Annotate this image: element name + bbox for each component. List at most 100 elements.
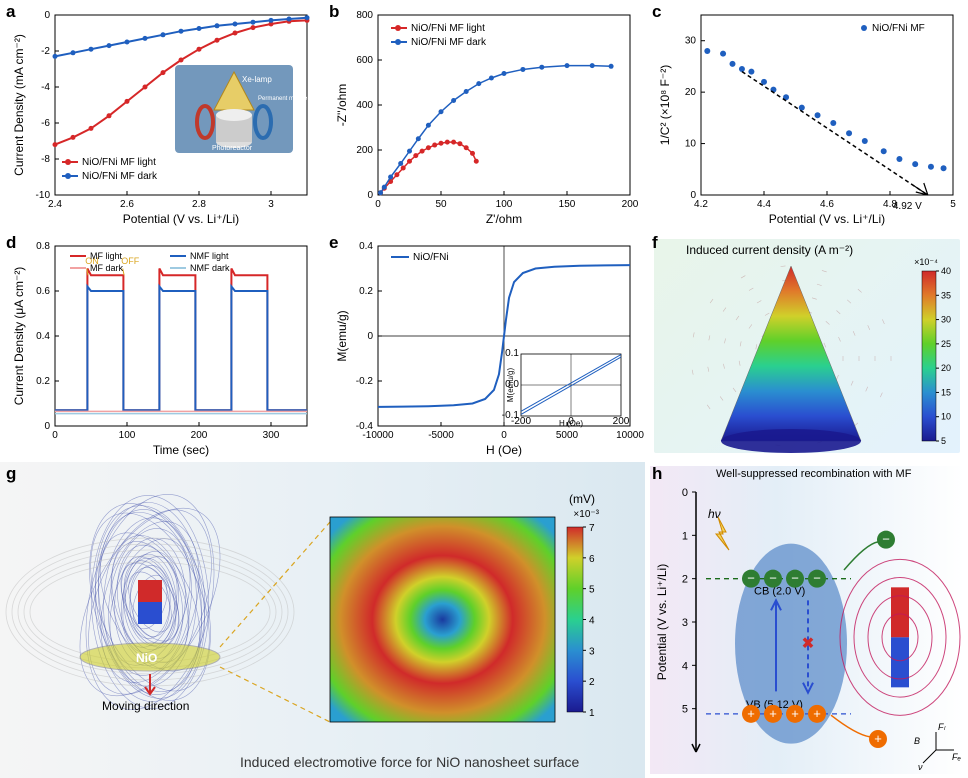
svg-text:0: 0 [501,430,507,441]
svg-text:✖: ✖ [801,636,814,653]
svg-text:4.6: 4.6 [820,199,834,210]
panel-g-graphic: NiOMoving direction(mV)×10⁻³1234567 [0,462,644,778]
svg-text:(mV): (mV) [569,492,595,506]
panel-b-chart: 0501001502000200400600800Z'/ohm-Z''/ohmN… [323,0,645,230]
svg-text:30: 30 [685,36,697,47]
svg-text:0.2: 0.2 [359,286,373,297]
svg-text:-0.1: -0.1 [502,410,520,421]
svg-text:200: 200 [622,199,639,210]
svg-text:1/C² (×10⁸ F⁻²): 1/C² (×10⁸ F⁻²) [658,65,672,145]
panel-g-label: g [6,464,16,484]
svg-text:40: 40 [941,266,951,276]
panel-e-label: e [329,233,338,253]
svg-text:0: 0 [367,190,373,201]
svg-text:0.2: 0.2 [36,376,50,387]
panel-a-label: a [6,2,15,22]
svg-text:H (Oe): H (Oe) [486,443,522,457]
svg-text:0.6: 0.6 [36,286,50,297]
panel-a-chart: 2.42.62.83-10-8-6-4-20Potential (V vs. L… [0,0,322,230]
svg-text:-4: -4 [41,82,50,93]
panel-h-graphic: 012345Potential (V vs. Li⁺/Li)CB (2.0 V)… [646,462,968,778]
svg-text:1: 1 [682,530,688,542]
svg-text:+: + [769,706,777,721]
svg-text:NiO/FNi MF light: NiO/FNi MF light [411,23,485,34]
svg-text:−: − [813,571,821,586]
panel-b-label: b [329,2,339,22]
svg-text:4.2: 4.2 [694,199,708,210]
panel-d: d 010020030000.20.40.60.8Time (sec)Curre… [0,231,322,461]
svg-text:5000: 5000 [556,430,579,441]
svg-text:Potential (V vs. Li⁺/Li): Potential (V vs. Li⁺/Li) [655,564,669,680]
svg-text:+: + [747,706,755,721]
svg-text:2: 2 [682,574,688,586]
svg-text:0: 0 [52,430,58,441]
svg-text:-2: -2 [41,46,50,57]
svg-text:100: 100 [119,430,136,441]
svg-text:0: 0 [44,421,50,432]
svg-text:2.6: 2.6 [120,199,134,210]
svg-text:0.1: 0.1 [505,348,519,359]
svg-text:400: 400 [356,100,373,111]
svg-text:NiO/FNi MF light: NiO/FNi MF light [82,157,156,168]
svg-text:0: 0 [44,10,50,21]
svg-text:2.4: 2.4 [48,199,62,210]
svg-text:0: 0 [682,487,688,499]
svg-text:CB (2.0 V): CB (2.0 V) [754,586,805,598]
svg-text:20: 20 [941,363,951,373]
panel-c-chart: 4.24.44.64.850102030Potential (V vs. Li⁺… [646,0,968,230]
svg-text:−: − [791,571,799,586]
panel-f-label: f [652,233,658,253]
svg-text:-0.4: -0.4 [356,421,374,432]
svg-text:NMF light: NMF light [190,251,229,261]
panel-c: c 4.24.44.64.850102030Potential (V vs. L… [646,0,968,230]
svg-text:100: 100 [496,199,513,210]
svg-text:200: 200 [613,416,630,427]
svg-text:0: 0 [568,416,574,427]
svg-text:150: 150 [559,199,576,210]
svg-text:4.92 V: 4.92 V [893,201,922,212]
svg-text:0.4: 0.4 [359,241,373,252]
svg-text:200: 200 [191,430,208,441]
svg-text:0: 0 [367,331,373,342]
svg-text:B: B [914,736,920,746]
svg-text:600: 600 [356,55,373,66]
panel-h: h Well-suppressed recombination with MF … [646,462,968,778]
svg-text:+: + [813,706,821,721]
svg-text:7: 7 [589,523,595,534]
panel-d-chart: 010020030000.20.40.60.8Time (sec)Current… [0,231,322,461]
svg-text:200: 200 [356,145,373,156]
svg-text:Photoreactor: Photoreactor [212,145,253,152]
panel-e-chart: -10000-50000500010000-0.4-0.200.20.4H (O… [323,231,645,461]
svg-text:Time (sec): Time (sec) [153,443,209,457]
svg-text:15: 15 [941,387,951,397]
panel-b: b 0501001502000200400600800Z'/ohm-Z''/oh… [323,0,645,230]
svg-text:10: 10 [941,412,951,422]
svg-text:Current Density (μA cm⁻²): Current Density (μA cm⁻²) [12,267,26,406]
panel-d-label: d [6,233,16,253]
svg-text:MF dark: MF dark [90,263,124,273]
svg-text:-5000: -5000 [428,430,454,441]
svg-text:5: 5 [950,199,956,210]
svg-text:Permanent magnet: Permanent magnet [258,96,309,102]
svg-text:10: 10 [685,139,697,150]
svg-text:Potential (V vs. Li⁺/Li): Potential (V vs. Li⁺/Li) [769,212,885,226]
svg-text:Moving direction: Moving direction [102,699,189,713]
panel-e: e -10000-50000500010000-0.4-0.200.20.4H … [323,231,645,461]
svg-text:3: 3 [682,617,688,629]
svg-text:Current Density (mA cm⁻²): Current Density (mA cm⁻²) [12,34,26,176]
svg-text:5: 5 [941,436,946,446]
svg-text:5: 5 [589,585,595,596]
svg-text:−: − [882,532,890,547]
svg-text:20: 20 [685,87,697,98]
svg-text:+: + [791,706,799,721]
svg-text:6: 6 [589,554,595,565]
svg-text:NiO: NiO [136,651,157,665]
svg-text:−: − [769,571,777,586]
svg-text:4: 4 [589,616,595,627]
svg-text:Potential (V vs. Li⁺/Li): Potential (V vs. Li⁺/Li) [123,212,239,226]
svg-text:Z'/ohm: Z'/ohm [486,212,522,226]
svg-text:4: 4 [682,660,688,672]
svg-text:-Z''/ohm: -Z''/ohm [335,84,349,127]
panel-g: g NiOMoving direction(mV)×10⁻³1234567 In… [0,462,645,778]
svg-text:4.4: 4.4 [757,199,771,210]
